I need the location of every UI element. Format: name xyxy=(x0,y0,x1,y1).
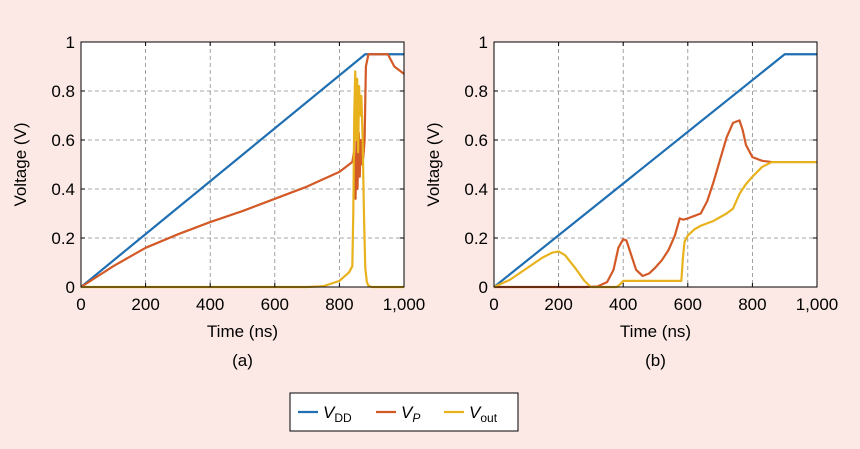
plot-frame xyxy=(493,41,818,288)
x-tick-label: 800 xyxy=(738,295,766,314)
y-tick-label: 0 xyxy=(66,278,75,297)
x-tick-label: 800 xyxy=(325,295,353,314)
y-axis-label: Voltage (V) xyxy=(11,122,30,206)
legend-label-vp: VP xyxy=(401,403,420,425)
y-tick-label: 1 xyxy=(479,33,488,52)
y-tick-label: 0.6 xyxy=(51,131,75,150)
y-tick-label: 0.6 xyxy=(464,131,488,150)
x-tick-label: 400 xyxy=(609,295,637,314)
y-tick-label: 0.4 xyxy=(464,180,488,199)
series-line-vout xyxy=(81,70,404,289)
x-tick-label: 200 xyxy=(131,295,159,314)
y-tick-label: 0.8 xyxy=(51,82,75,101)
chart-panel-a: 0 200 400 600 800 1,000 0 0.2 0.4 0.6 0.8 1 Time (ns… xyxy=(11,33,425,370)
series-line-vp xyxy=(81,53,404,289)
y-axis-label: Voltage (V) xyxy=(424,122,443,206)
panel-caption: (a) xyxy=(232,351,253,370)
x-tick-label: 600 xyxy=(674,295,702,314)
x-tick-label: 600 xyxy=(261,295,289,314)
series-line-vp xyxy=(494,119,817,289)
y-tick-label: 0.8 xyxy=(464,82,488,101)
y-tick-label: 0.2 xyxy=(51,229,75,248)
legend-label-vdd: VDD xyxy=(323,403,352,425)
plot-area xyxy=(494,42,817,287)
series-line-vdd xyxy=(81,53,404,289)
x-tick-label: 200 xyxy=(544,295,572,314)
y-tick-label: 0 xyxy=(479,278,488,297)
x-axis-label: Time (ns) xyxy=(620,322,691,341)
x-tick-label: 1,000 xyxy=(796,295,839,314)
panel-caption: (b) xyxy=(645,351,666,370)
x-tick-label: 0 xyxy=(76,295,85,314)
chart-panel-b: 0 200 400 600 800 1,000 0 0.2 0.4 0.6 0.8 1 Time (ns… xyxy=(424,33,838,370)
x-tick-label: 1,000 xyxy=(383,295,426,314)
x-tick-label: 0 xyxy=(489,295,498,314)
series-line-vout xyxy=(494,160,817,289)
legend-box xyxy=(289,392,519,432)
plot-frame xyxy=(80,41,405,288)
y-tick-label: 0.4 xyxy=(51,180,75,199)
y-tick-label: 0.2 xyxy=(464,229,488,248)
x-axis-label: Time (ns) xyxy=(207,322,278,341)
legend-label-vout: Vout xyxy=(469,403,498,425)
x-tick-label: 400 xyxy=(196,295,224,314)
y-tick-label: 1 xyxy=(66,33,75,52)
series-line-vdd xyxy=(494,53,817,289)
legend: VDD VP Vout xyxy=(289,392,519,432)
